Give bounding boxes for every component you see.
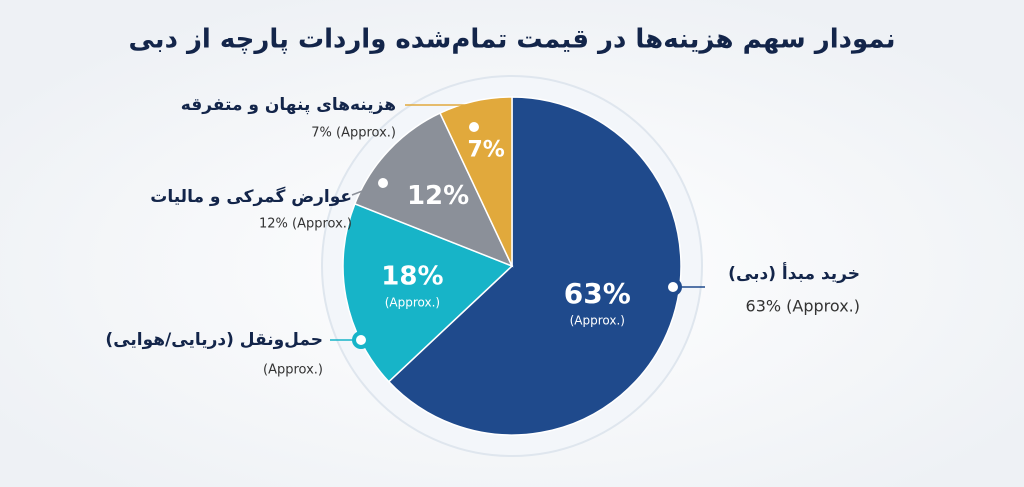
pie-slice <box>353 112 514 268</box>
label-dot <box>352 331 370 349</box>
category-label: خرید مبدأ (دبی) <box>728 262 860 284</box>
annotation: 7% (Approx.) <box>311 126 396 141</box>
value-label: 7% <box>468 138 505 163</box>
label-dot <box>465 118 483 136</box>
annotation: (Approx.) <box>263 363 323 378</box>
pie-slice <box>342 202 514 383</box>
value-label: 18% <box>381 262 443 292</box>
inner-note: (Approx.) <box>385 296 440 310</box>
label-dot <box>374 174 392 192</box>
annotation: 12% (Approx.) <box>259 217 352 232</box>
category-label: هزینه‌های پنهان و متفرقه <box>181 95 396 115</box>
category-label: حمل‌ونقل (دریایی/هوایی) <box>105 330 323 350</box>
inner-note: (Approx.) <box>570 313 625 327</box>
label-dot <box>664 278 682 296</box>
category-label: عوارض گمرکی و مالیات <box>150 186 352 207</box>
pie-slice <box>387 96 682 436</box>
chart-title: نمودار سهم هزینه‌ها در قیمت تمام‌شده وار… <box>129 25 896 55</box>
annotation: 63% (Approx.) <box>746 297 860 316</box>
value-label: 12% <box>407 181 469 211</box>
value-label: 63% <box>564 277 631 310</box>
pie-slice <box>439 96 513 267</box>
